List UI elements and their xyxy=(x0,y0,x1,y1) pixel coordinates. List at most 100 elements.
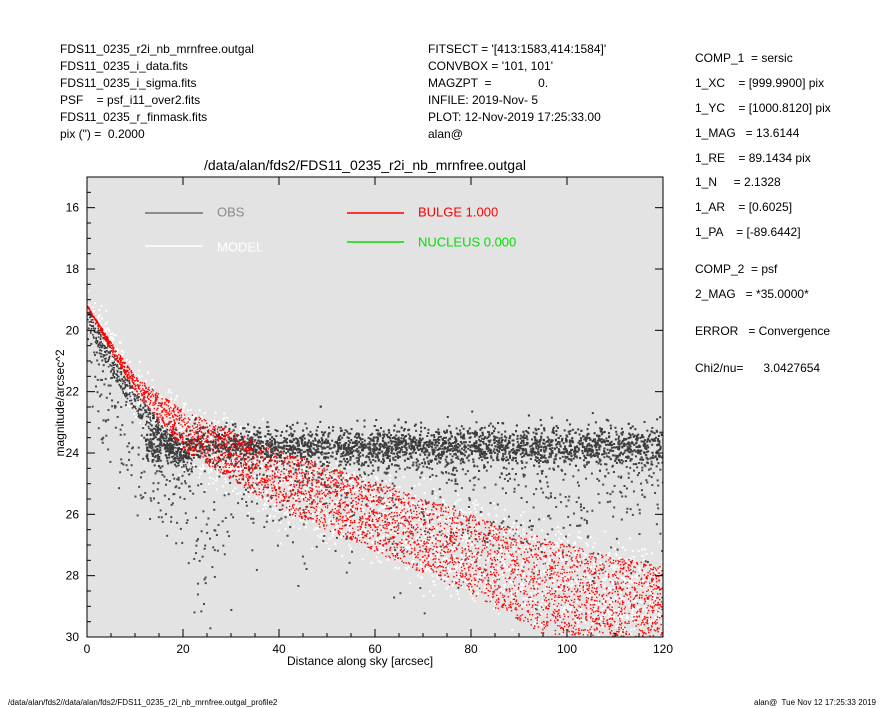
model-point xyxy=(126,387,129,390)
model-point xyxy=(302,467,305,470)
model-point xyxy=(407,541,410,544)
model-point xyxy=(170,397,173,400)
obs-point xyxy=(421,437,424,440)
model-point xyxy=(583,567,586,570)
model-point xyxy=(377,551,380,554)
model-point xyxy=(613,547,616,550)
obs-point xyxy=(552,432,555,435)
model-point xyxy=(593,568,596,571)
model-point xyxy=(550,578,553,581)
model-point xyxy=(548,558,551,561)
model-point xyxy=(373,497,376,500)
model-point xyxy=(362,492,365,495)
model-point xyxy=(520,548,523,551)
model-point xyxy=(198,432,201,435)
obs-point xyxy=(215,433,218,436)
model-point xyxy=(299,519,302,522)
model-point xyxy=(289,493,292,496)
model-point xyxy=(561,569,564,572)
obs-point xyxy=(159,452,162,455)
obs-point xyxy=(341,454,344,457)
model-point xyxy=(447,519,450,522)
obs-point xyxy=(613,443,616,446)
model-point xyxy=(633,593,636,596)
model-point xyxy=(120,349,123,352)
model-point xyxy=(405,567,408,570)
model-point xyxy=(566,539,569,542)
obs-point xyxy=(357,458,360,461)
obs-point xyxy=(526,438,529,441)
obs-point xyxy=(194,439,197,442)
obs-point xyxy=(236,433,239,436)
model-point xyxy=(658,638,660,640)
obs-point xyxy=(550,444,553,447)
model-point xyxy=(450,547,453,550)
obs-point xyxy=(473,449,476,452)
obs-point xyxy=(160,470,163,473)
model-point xyxy=(414,525,417,528)
model-point xyxy=(180,445,183,448)
obs-point xyxy=(617,447,620,450)
model-point xyxy=(316,516,319,519)
model-point xyxy=(660,620,663,623)
obs-point xyxy=(361,438,364,441)
model-point xyxy=(593,588,596,591)
model-point xyxy=(509,552,512,555)
model-point xyxy=(617,616,620,619)
model-point xyxy=(366,492,369,495)
obs-point xyxy=(166,443,169,446)
obs-point xyxy=(425,444,428,447)
model-point xyxy=(189,409,192,412)
obs-point xyxy=(356,442,359,445)
obs-point xyxy=(222,447,225,450)
obs-point xyxy=(414,441,417,444)
model-point xyxy=(536,593,539,596)
model-point xyxy=(465,542,468,545)
model-point xyxy=(463,556,466,559)
obs-point xyxy=(416,444,419,447)
model-point xyxy=(639,628,642,631)
obs-point xyxy=(621,433,624,436)
model-point xyxy=(376,524,379,527)
model-point xyxy=(644,565,647,568)
model-point xyxy=(453,581,456,584)
obs-point xyxy=(506,442,509,445)
obs-point xyxy=(394,443,397,446)
obs-point xyxy=(570,439,573,442)
model-point xyxy=(475,574,478,577)
obs-point xyxy=(471,431,474,434)
model-point xyxy=(437,559,440,562)
model-point xyxy=(542,564,545,567)
model-point xyxy=(356,479,359,482)
model-point xyxy=(476,556,479,559)
model-point xyxy=(256,480,259,483)
model-point xyxy=(212,482,215,485)
model-point xyxy=(417,534,420,537)
model-point xyxy=(293,460,296,463)
obs-point xyxy=(466,430,469,433)
obs-point xyxy=(456,450,459,453)
model-point xyxy=(334,542,337,545)
model-point xyxy=(235,467,238,470)
model-point xyxy=(129,361,132,364)
model-point xyxy=(577,559,580,562)
model-point xyxy=(437,555,440,558)
model-point xyxy=(116,349,119,352)
model-point xyxy=(183,406,186,409)
obs-point xyxy=(159,446,162,449)
model-point xyxy=(593,566,596,569)
obs-point xyxy=(172,460,175,463)
model-point xyxy=(331,478,334,481)
model-point xyxy=(645,611,648,614)
obs-point xyxy=(416,446,419,449)
obs-point xyxy=(535,445,538,448)
model-point xyxy=(166,419,169,422)
obs-point xyxy=(657,438,660,441)
model-point xyxy=(118,355,121,358)
model-point xyxy=(523,549,526,552)
model-point xyxy=(487,513,490,516)
model-point xyxy=(515,574,518,577)
obs-point xyxy=(532,431,535,434)
model-point xyxy=(438,513,441,516)
model-point xyxy=(561,539,564,542)
